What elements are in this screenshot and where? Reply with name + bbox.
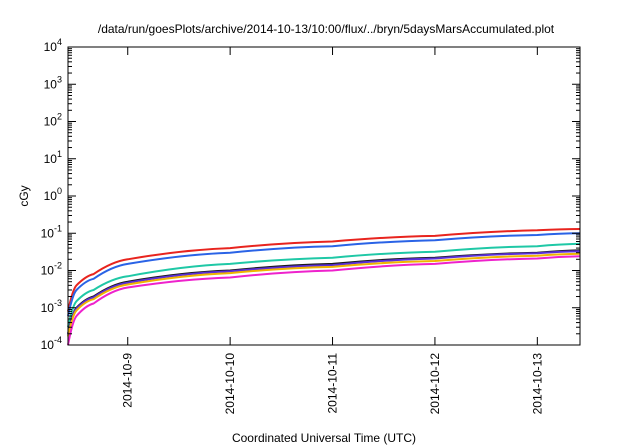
y-axis-label: cGy (17, 185, 31, 206)
y-tick-base: 10 (44, 115, 58, 129)
chart-title: /data/run/goesPlots/archive/2014-10-13/1… (98, 22, 555, 36)
y-tick-base: 10 (44, 40, 58, 54)
series-line (67, 242, 581, 328)
series-line (67, 232, 581, 317)
plot-frame (67, 46, 581, 346)
x-tick-label: 2014-10-13 (530, 353, 544, 415)
y-tick-label: 100 (44, 186, 62, 203)
y-tick-base: 10 (41, 226, 55, 240)
y-tick-exponent: 4 (57, 37, 62, 47)
y-tick-exponent: 2 (57, 112, 62, 122)
plot-lines (67, 228, 581, 346)
x-tick-label: 2014-10-9 (121, 353, 135, 408)
y-tick-exponent: 1 (57, 149, 62, 159)
y-tick-exponent: -3 (54, 298, 62, 308)
x-tick-label: 2014-10-10 (223, 353, 237, 415)
y-tick-base: 10 (44, 152, 58, 166)
y-tick-base: 10 (41, 301, 55, 315)
x-tick-label: 2014-10-12 (428, 353, 442, 415)
x-tick-label: 2014-10-11 (326, 353, 340, 414)
y-tick-label: 10-4 (41, 335, 62, 352)
y-tick-label: 10-2 (41, 261, 62, 278)
y-tick-exponent: -1 (54, 223, 62, 233)
y-tick-base: 10 (41, 338, 55, 352)
y-tick-label: 104 (44, 37, 62, 54)
x-axis-label: Coordinated Universal Time (UTC) (232, 431, 416, 445)
y-tick-exponent: -4 (54, 335, 62, 345)
series-line (67, 250, 581, 335)
y-tick-label: 101 (44, 149, 62, 166)
y-tick-exponent: -2 (54, 261, 62, 271)
series-line (67, 228, 581, 312)
y-tick-exponent: 3 (57, 74, 62, 84)
series-line (67, 249, 581, 335)
y-tick-label: 102 (44, 112, 62, 129)
y-tick-label: 10-3 (41, 298, 62, 315)
y-tick-base: 10 (44, 189, 58, 203)
series-line (67, 252, 581, 337)
y-tick-base: 10 (41, 264, 55, 278)
y-tick-exponent: 0 (57, 186, 62, 196)
y-tick-label: 103 (44, 74, 62, 91)
y-tick-label: 10-1 (41, 223, 62, 240)
x-axis: 2014-10-9 2014-10-10 2014-10-11 2014-10-12 2… (121, 47, 544, 415)
y-tick-base: 10 (44, 77, 58, 91)
series-line (67, 255, 581, 346)
